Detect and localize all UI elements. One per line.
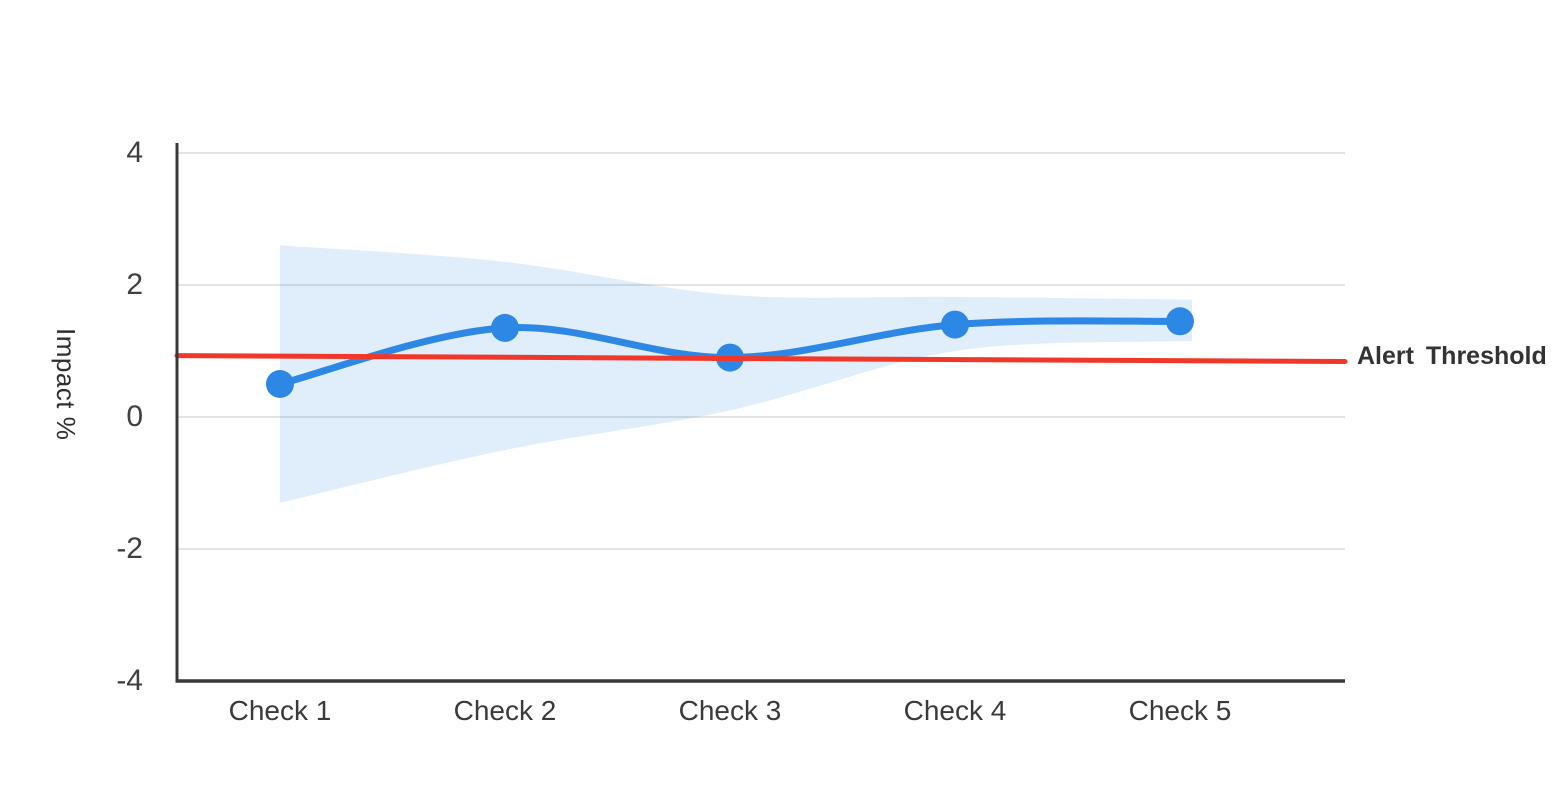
x-category-label: Check 5 bbox=[1128, 695, 1232, 726]
confidence-band bbox=[280, 245, 1192, 503]
data-point-check-4[interactable] bbox=[941, 310, 969, 339]
x-category-label: Check 3 bbox=[678, 695, 782, 726]
threshold-line bbox=[174, 353, 1348, 365]
x-category-label: Check 4 bbox=[903, 695, 1007, 726]
x-category-label: Check 2 bbox=[453, 695, 557, 726]
x-category-label: Check 1 bbox=[228, 695, 332, 726]
y-tick-label: 0 bbox=[126, 400, 143, 433]
y-tick-label: -4 bbox=[116, 664, 143, 697]
y-tick-label: -2 bbox=[116, 532, 143, 565]
threshold-label: Alert Threshold bbox=[1357, 342, 1547, 370]
y-tick-label: 4 bbox=[126, 136, 143, 169]
y-tick-label: 2 bbox=[126, 268, 143, 301]
data-point-check-2[interactable] bbox=[491, 313, 519, 342]
data-point-check-1[interactable] bbox=[266, 370, 294, 398]
y-axis-title: Impact % bbox=[51, 328, 81, 441]
data-point-check-5[interactable] bbox=[1166, 307, 1194, 336]
